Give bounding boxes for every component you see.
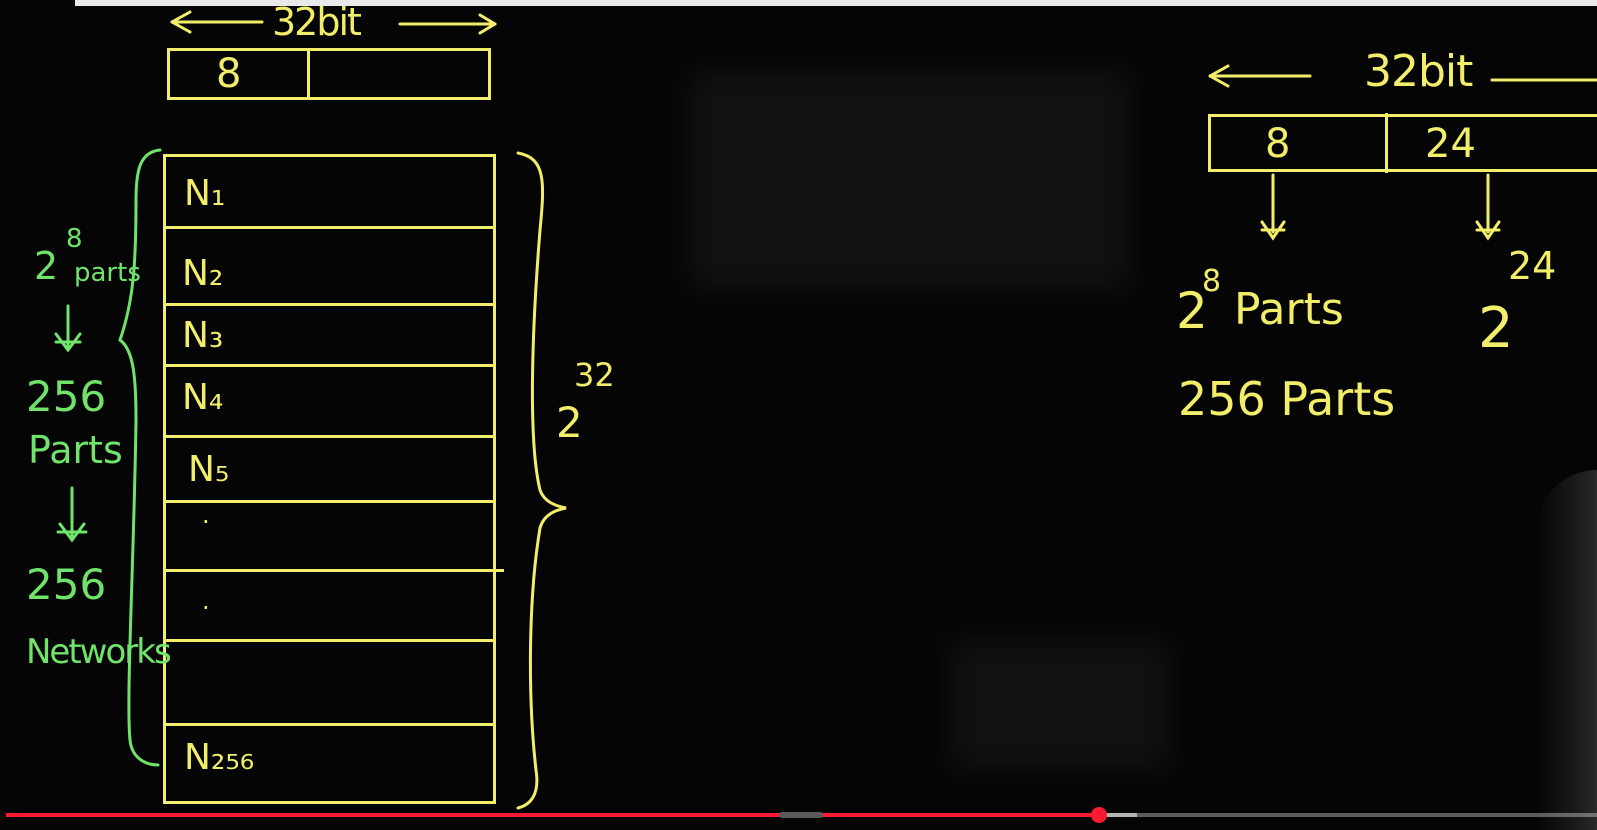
screen-glare — [950, 640, 1170, 770]
right-parts-exponent: 8 — [1202, 264, 1222, 299]
left-address-register: 8 — [167, 48, 491, 100]
left-bit-width-label: 32bit — [272, 0, 362, 44]
right-parts-base: 2 — [1176, 282, 1208, 340]
side-note-parts: parts — [74, 258, 141, 288]
network-partition-table: N₁ N₂ N₃ N₄ N₅ · · N₂₅₆ — [163, 154, 504, 804]
side-note-256-networks: 256 — [26, 560, 107, 609]
side-note-networks-word: Networks — [26, 632, 172, 672]
left-first-octet-value: 8 — [216, 51, 242, 97]
screen-glare — [690, 70, 1130, 290]
ellipsis-dot: · — [202, 508, 210, 536]
right-address-register: 8 24 — [1208, 113, 1597, 173]
chapter-marker[interactable] — [779, 812, 823, 818]
network-row-label: N₂ — [182, 253, 224, 294]
scrubber-handle[interactable] — [1091, 807, 1108, 823]
side-note-exponent: 8 — [66, 224, 83, 254]
side-note-base: 2 — [34, 244, 59, 288]
ellipsis-dot: · — [202, 594, 210, 622]
total-address-base: 2 — [556, 398, 583, 447]
instructor-silhouette — [1537, 470, 1597, 830]
right-network-bits: 8 — [1265, 121, 1291, 167]
network-row-label: N₅ — [188, 449, 230, 490]
total-address-exponent: 32 — [574, 356, 615, 394]
side-note-256: 256 — [26, 372, 107, 421]
right-host-exponent: 24 — [1508, 244, 1557, 288]
right-parts-word: Parts — [1234, 284, 1344, 335]
octet-divider — [307, 51, 310, 99]
video-progress-bar[interactable] — [6, 807, 1597, 823]
right-bit-width-label: 32bit — [1364, 46, 1473, 97]
network-row-label: N₃ — [182, 315, 224, 356]
right-host-base: 2 — [1478, 296, 1514, 361]
right-host-bits: 24 — [1425, 121, 1476, 167]
video-top-edge — [75, 0, 1597, 6]
played-range — [6, 813, 1100, 817]
network-row-label: N₂₅₆ — [184, 737, 255, 778]
side-note-parts-word: Parts — [28, 428, 123, 472]
network-row-label: N₄ — [182, 377, 224, 418]
octet-divider — [1385, 113, 1388, 173]
network-row-label: N₁ — [184, 173, 226, 214]
right-256-parts: 256 Parts — [1178, 372, 1396, 426]
